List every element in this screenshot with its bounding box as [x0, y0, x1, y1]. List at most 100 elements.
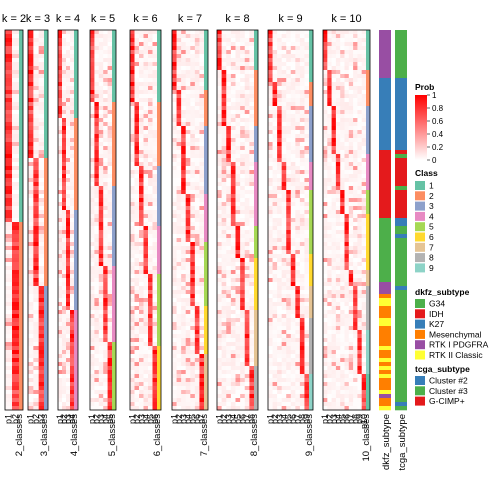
class-strip-cell — [309, 46, 313, 51]
heatmap-cell — [176, 118, 182, 123]
heatmap-cell — [152, 270, 158, 275]
heatmap-cell — [94, 54, 100, 59]
heatmap-cell — [152, 230, 158, 235]
class-strip-cell — [112, 102, 116, 107]
heatmap-cell — [185, 302, 191, 307]
class-strip-cell — [19, 38, 23, 43]
heatmap-cell — [152, 242, 158, 247]
heatmap-cell — [194, 382, 200, 387]
heatmap-cell — [295, 82, 301, 87]
heatmap-cell — [272, 86, 278, 91]
heatmap-cell — [226, 138, 232, 143]
heatmap-cell — [5, 350, 13, 355]
class-strip-cell — [44, 78, 48, 83]
heatmap-cell — [185, 402, 191, 407]
heatmap-cell — [235, 114, 241, 119]
heatmap-cell — [226, 82, 232, 87]
heatmap-cell — [176, 130, 182, 135]
heatmap-cell — [94, 118, 100, 123]
heatmap-cell — [190, 286, 196, 291]
class-strip-cell — [157, 350, 161, 355]
heatmap-cell — [249, 118, 255, 123]
heatmap-cell — [66, 262, 71, 267]
heatmap-cell — [62, 342, 67, 347]
heatmap-cell — [5, 402, 13, 407]
heatmap-cell — [249, 190, 255, 195]
heatmap-cell — [286, 394, 292, 399]
class-strip-cell — [254, 170, 258, 175]
heatmap-cell — [139, 202, 144, 207]
class-strip-cell — [157, 62, 161, 67]
heatmap-cell — [272, 342, 278, 347]
heatmap-cell — [185, 382, 191, 387]
class-strip-cell — [112, 286, 116, 291]
heatmap-cell — [139, 250, 144, 255]
heatmap-cell — [226, 386, 232, 391]
heatmap-cell — [38, 142, 45, 147]
heatmap-cell — [199, 262, 205, 267]
heatmap-cell — [277, 42, 282, 47]
heatmap-cell — [28, 254, 34, 259]
class-strip-cell — [112, 58, 116, 63]
heatmap-cell — [217, 82, 222, 87]
heatmap-cell — [199, 214, 205, 219]
heatmap-cell — [12, 226, 20, 231]
heatmap-cell — [181, 322, 187, 327]
heatmap-cell — [295, 394, 301, 399]
heatmap-cell — [172, 354, 177, 359]
heatmap-cell — [58, 42, 63, 47]
heatmap-cell — [62, 182, 67, 187]
class-strip-cell — [19, 158, 23, 163]
heatmap-cell — [299, 210, 305, 215]
heatmap-cell — [268, 394, 273, 399]
heatmap-cell — [33, 258, 39, 263]
heatmap-cell — [190, 178, 196, 183]
heatmap-cell — [98, 190, 104, 195]
heatmap-cell — [240, 306, 246, 311]
heatmap-cell — [299, 238, 305, 243]
heatmap-cell — [249, 42, 255, 47]
heatmap-cell — [139, 154, 144, 159]
class-strip-cell — [254, 374, 258, 379]
heatmap-cell — [299, 366, 305, 371]
heatmap-cell — [244, 102, 250, 107]
heatmap-cell — [295, 346, 301, 351]
heatmap-cell — [190, 374, 196, 379]
heatmap-cell — [152, 86, 158, 91]
heatmap-cell — [172, 278, 177, 283]
heatmap-cell — [281, 326, 287, 331]
heatmap-cell — [5, 218, 13, 223]
heatmap-cell — [190, 362, 196, 367]
class-strip-cell — [254, 326, 258, 331]
class-strip-cell — [19, 274, 23, 279]
heatmap-cell — [62, 310, 67, 315]
heatmap-cell — [221, 402, 227, 407]
heatmap-cell — [235, 130, 241, 135]
heatmap-cell — [139, 390, 144, 395]
heatmap-cell — [190, 54, 196, 59]
heatmap-cell — [176, 354, 182, 359]
heatmap-cell — [152, 150, 158, 155]
heatmap-cell — [226, 278, 232, 283]
class-strip-cell — [157, 214, 161, 219]
heatmap-cell — [290, 318, 296, 323]
heatmap-cell — [143, 142, 149, 147]
heatmap-cell — [38, 370, 45, 375]
heatmap-cell — [185, 38, 191, 43]
heatmap-cell — [281, 62, 287, 67]
heatmap-cell — [240, 158, 246, 163]
heatmap-cell — [172, 246, 177, 251]
heatmap-cell — [217, 102, 222, 107]
heatmap-cell — [70, 246, 75, 251]
heatmap-cell — [66, 402, 71, 407]
class-strip-cell — [254, 122, 258, 127]
heatmap-cell — [38, 222, 45, 227]
column-label: p6 — [192, 414, 202, 424]
class-strip-cell — [44, 130, 48, 135]
heatmap-cell — [230, 154, 236, 159]
heatmap-cell — [98, 302, 104, 307]
heatmap-cell — [28, 154, 34, 159]
heatmap-cell — [304, 186, 310, 191]
heatmap-cell — [185, 286, 191, 291]
